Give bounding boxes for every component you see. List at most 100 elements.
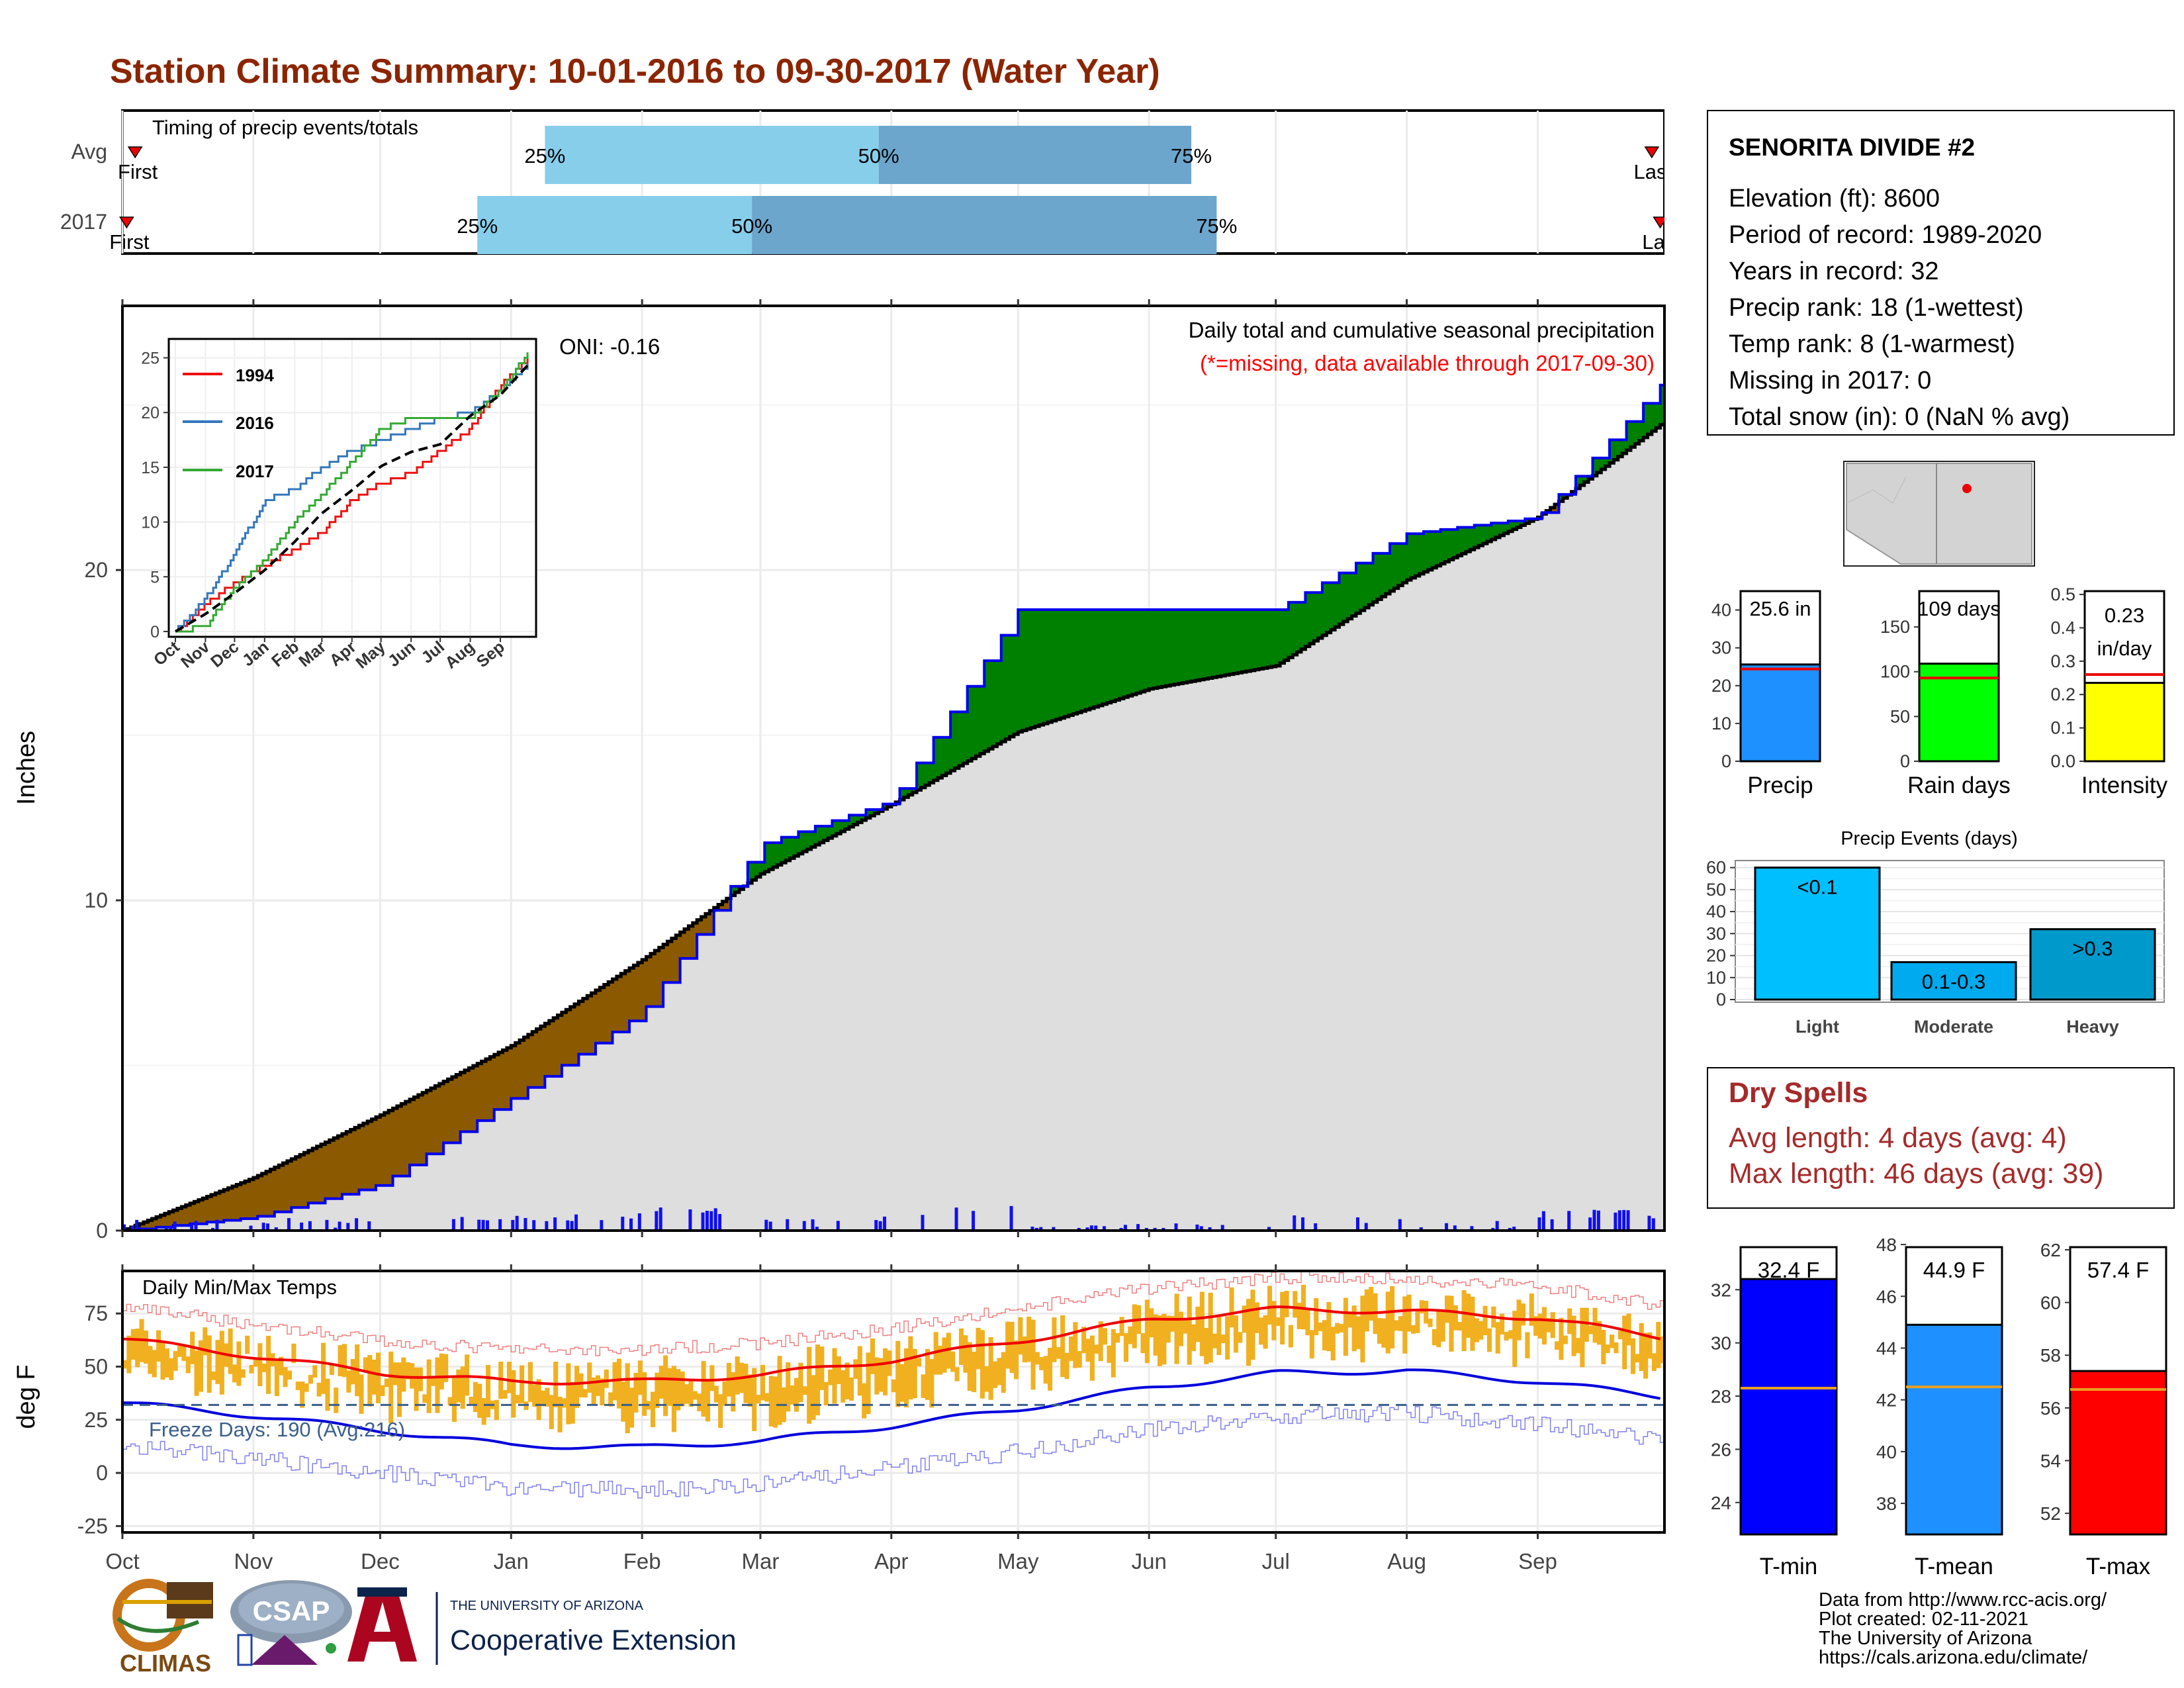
daily-precip-bar (1541, 1211, 1545, 1231)
above-average-fill (1009, 635, 1015, 737)
above-average-fill (1432, 532, 1437, 568)
daily-precip-bar (566, 1220, 570, 1231)
daily-temp-bar (701, 1361, 706, 1417)
above-average-fill (1094, 610, 1099, 707)
footer-data-source: Data from http://www.rcc-acis.org/ (1819, 1589, 2107, 1611)
station-total-snow: Total snow (in): 0 (NaN % avg) (1729, 403, 2070, 431)
above-average-fill (1263, 610, 1268, 669)
above-average-fill (976, 686, 981, 757)
climas-logo-text: CLIMAS (120, 1650, 211, 1677)
daily-precip-bar (477, 1219, 481, 1231)
above-average-fill (917, 763, 922, 790)
temp-bar-ytick-label: 54 (2040, 1451, 2061, 1472)
daily-precip-bar (1136, 1224, 1140, 1231)
below-average-fill (215, 1193, 220, 1223)
below-average-fill (384, 1112, 389, 1186)
page-title: Station Climate Summary: 10-01-2016 to 0… (110, 52, 1160, 91)
daily-temp-bar (341, 1344, 347, 1378)
daily-temp-bar (384, 1378, 389, 1387)
daily-temp-bar (557, 1396, 563, 1432)
daily-temp-bar (925, 1348, 930, 1400)
daily-temp-bar (443, 1354, 449, 1382)
temp-bar-ytick-label: 40 (1876, 1442, 1897, 1462)
month-label: Mar (741, 1549, 779, 1573)
inset-legend-2017: 2017 (236, 461, 274, 481)
daily-temp-bar (1153, 1314, 1158, 1356)
daily-temp-bar (1647, 1332, 1653, 1359)
above-average-fill (1402, 543, 1408, 583)
daily-temp-bar (1250, 1289, 1255, 1360)
below-average-fill (169, 1211, 174, 1227)
daily-temp-bar (388, 1351, 394, 1424)
daily-temp-bar (236, 1341, 242, 1386)
below-average-fill (266, 1171, 271, 1217)
above-average-fill (1385, 553, 1390, 594)
below-average-fill (164, 1213, 169, 1227)
daily-temp-bar (376, 1352, 381, 1403)
daily-temp-bar (540, 1390, 546, 1407)
below-average-fill (701, 917, 706, 935)
daily-temp-bar (194, 1350, 199, 1396)
below-average-fill (582, 998, 588, 1055)
timing-row-label-2017: 2017 (60, 210, 107, 234)
daily-temp-bar (1018, 1317, 1023, 1355)
daily-temp-bar (1656, 1322, 1661, 1368)
daily-precip-bar (1419, 1227, 1423, 1231)
daily-temp-bar (1580, 1307, 1585, 1368)
above-average-fill (1030, 610, 1036, 728)
daily-temp-bar (1415, 1309, 1420, 1333)
daily-temp-bar (203, 1327, 208, 1356)
daily-precip-bar (1199, 1226, 1203, 1231)
timing-label-50: 50% (858, 144, 899, 167)
temp-bar-ytick-label: 56 (2040, 1398, 2061, 1419)
daily-precip-bar (1208, 1227, 1212, 1231)
daily-temp-bar (177, 1345, 183, 1357)
mini-bar-label: Precip (1747, 773, 1813, 798)
daily-temp-bar (595, 1375, 601, 1396)
above-average-fill (903, 788, 909, 798)
daily-precip-bar (1512, 1227, 1516, 1231)
below-average-fill (392, 1108, 398, 1176)
below-average-fill (578, 1001, 584, 1055)
above-average-fill (1107, 610, 1112, 703)
daily-precip-bar (553, 1217, 557, 1231)
daily-precip-bar (346, 1223, 350, 1231)
above-average-fill (1575, 476, 1580, 489)
daily-temp-bar (1267, 1286, 1273, 1325)
above-average-fill (870, 809, 875, 816)
below-average-fill (477, 1063, 482, 1121)
above-average-fill (866, 809, 871, 818)
above-average-fill (1034, 610, 1040, 727)
ua-bottom-text: Cooperative Extension (450, 1624, 737, 1656)
daily-temp-bar (954, 1367, 960, 1382)
daily-temp-bar (1305, 1308, 1310, 1336)
footer-plot-created: Plot created: 02-11-2021 (1819, 1609, 2028, 1630)
daily-temp-bar (274, 1358, 279, 1397)
above-average-fill (1238, 610, 1243, 673)
daily-precip-bar (515, 1215, 519, 1231)
above-average-fill (756, 862, 761, 877)
daily-temp-bar (371, 1359, 377, 1395)
daily-temp-bar (917, 1358, 922, 1367)
daily-temp-bar (676, 1369, 681, 1411)
below-average-fill (705, 914, 710, 935)
daily-temp-bar (574, 1366, 580, 1408)
month-label: Aug (1387, 1549, 1426, 1573)
daily-temp-bar (1436, 1311, 1441, 1348)
daily-temp-bar (1297, 1303, 1302, 1329)
below-average-fill (490, 1056, 495, 1121)
daily-temp-bar (321, 1342, 326, 1394)
below-average-fill (566, 1009, 571, 1066)
above-average-fill (984, 661, 989, 751)
events-bar-label: 0.1-0.3 (1922, 970, 1986, 994)
above-average-fill (1639, 421, 1644, 441)
daily-temp-bar (1259, 1317, 1264, 1345)
daily-temp-bar (688, 1379, 694, 1407)
daily-temp-bar (794, 1378, 799, 1412)
daily-temp-bar (1275, 1317, 1281, 1326)
above-average-fill (862, 815, 867, 821)
daily-temp-bar (1161, 1313, 1167, 1365)
below-average-fill (595, 990, 600, 1043)
daily-precip-bar (811, 1219, 815, 1231)
